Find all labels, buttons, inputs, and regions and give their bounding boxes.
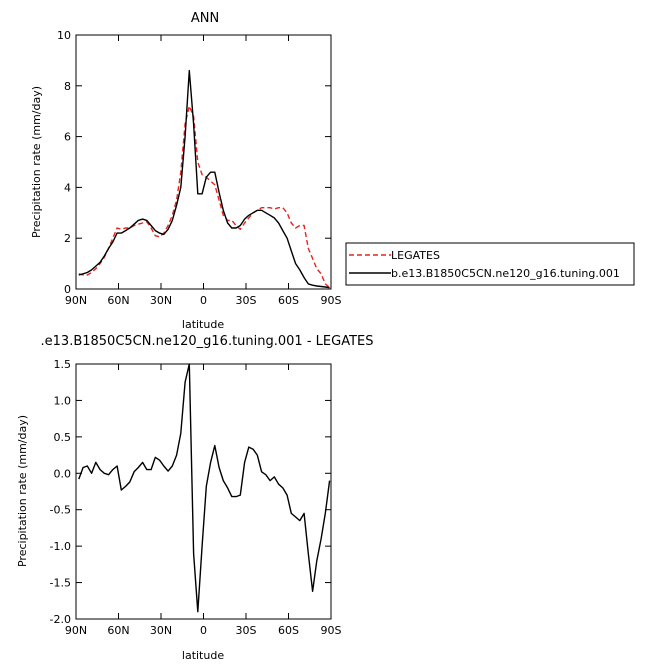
bottom-series-group (78, 363, 331, 613)
x-tick-label: 60N (107, 624, 129, 637)
top-plot-frame (75, 34, 332, 290)
x-tick-label: 30N (150, 624, 172, 637)
top-y-ticks: 0 2 4 6 8 10 (57, 29, 331, 296)
top-x-axis-title: latitude (182, 318, 224, 331)
bottom-y-axis-title: Precipitation rate (mm/day) (16, 415, 29, 567)
bottom-plot-title: .e13.B1850C5CN.ne120_g16.tuning.001 - LE… (41, 334, 374, 349)
legend: LEGATES b.e13.B1850C5CN.ne120_g16.tuning… (345, 242, 635, 286)
y-tick-label: -1.0 (50, 540, 71, 553)
y-tick-label: 2 (64, 232, 71, 245)
x-tick-label: 60S (278, 294, 299, 307)
top-y-axis-title: Precipitation rate (mm/day) (30, 86, 43, 238)
series-line-legates (78, 105, 331, 289)
y-tick-label: -2.0 (50, 613, 71, 626)
x-tick-label: 0 (200, 294, 207, 307)
x-tick-label: 90N (65, 294, 87, 307)
bottom-x-axis-title: latitude (182, 649, 224, 662)
y-tick-label: -1.5 (50, 577, 71, 590)
y-tick-label: 8 (64, 80, 71, 93)
y-tick-label: 4 (64, 181, 71, 194)
x-tick-label: 30N (150, 294, 172, 307)
x-tick-label: 30S (236, 624, 257, 637)
y-tick-label: 0.5 (54, 431, 72, 444)
x-tick-label: 90N (65, 624, 87, 637)
series-line-model (78, 69, 330, 289)
x-tick-label: 90S (321, 294, 342, 307)
bottom-plot-frame (75, 363, 332, 620)
y-tick-label: 6 (64, 131, 71, 144)
y-tick-label: 10 (57, 29, 71, 42)
legend-label-legates: LEGATES (391, 249, 440, 262)
x-tick-label: 0 (200, 624, 207, 637)
y-tick-label: 1.0 (54, 394, 72, 407)
x-tick-label: 60S (278, 624, 299, 637)
top-series-group (78, 69, 331, 289)
y-tick-label: 0 (64, 283, 71, 296)
y-tick-label: -0.5 (50, 504, 71, 517)
x-tick-label: 90S (321, 624, 342, 637)
legend-label-model: b.e13.B1850C5CN.ne120_g16.tuning.001 (391, 267, 620, 280)
top-plot-title: ANN (191, 11, 219, 26)
x-tick-label: 30S (236, 294, 257, 307)
x-tick-label: 60N (107, 294, 129, 307)
legend-box (345, 242, 635, 286)
series-line-difference (78, 363, 331, 613)
y-tick-label: 0.0 (54, 467, 72, 480)
y-tick-label: 1.5 (54, 358, 72, 371)
top-panel: ANN 90N 60N 30N 0 30S 60S 90S 0 2 4 6 8 10 latitude… (30, 11, 342, 331)
bottom-x-ticks: 90N 60N 30N 0 30S 60S 90S (65, 364, 342, 637)
bottom-y-ticks: 1.5 1.0 0.5 0.0 -0.5 -1.0 -1.5 -2.0 (50, 358, 331, 626)
top-x-ticks: 90N 60N 30N 0 30S 60S 90S (65, 35, 342, 307)
bottom-panel: .e13.B1850C5CN.ne120_g16.tuning.001 - LE… (16, 334, 373, 662)
